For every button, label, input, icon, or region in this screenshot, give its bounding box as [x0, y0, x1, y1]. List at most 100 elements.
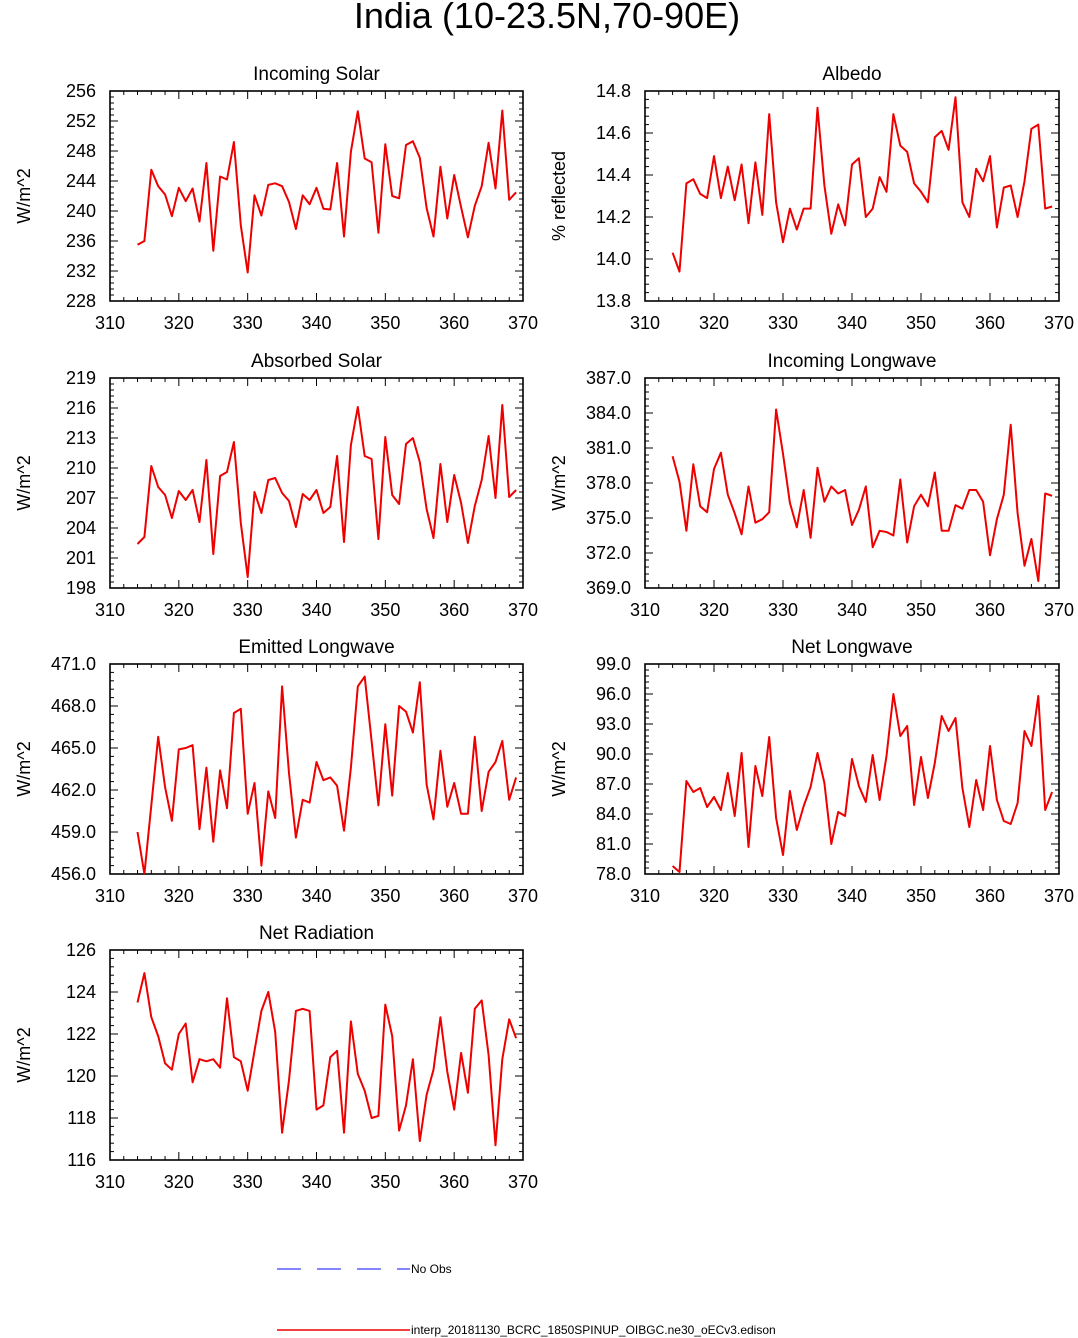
x-tick-label: 320 — [164, 1172, 194, 1192]
y-tick-label: 120 — [66, 1066, 96, 1086]
x-tick-label: 340 — [301, 886, 331, 906]
y-tick-label: 116 — [67, 1150, 96, 1170]
x-tick-label: 360 — [439, 886, 469, 906]
y-tick-label: 228 — [66, 291, 96, 311]
x-tick-label: 340 — [837, 600, 867, 620]
plot-frame — [644, 377, 1060, 589]
y-tick-label: 96.0 — [596, 684, 631, 704]
y-tick-label: 387.0 — [586, 368, 631, 388]
x-tick-label: 330 — [233, 886, 263, 906]
plot-frame — [109, 377, 524, 589]
legend-label-model: interp_20181130_BCRC_1850SPINUP_OIBGC.ne… — [411, 1323, 776, 1337]
y-tick-label: 244 — [66, 171, 96, 191]
y-tick-label: 87.0 — [596, 774, 631, 794]
legend-entry-model: interp_20181130_BCRC_1850SPINUP_OIBGC.ne… — [277, 1323, 776, 1337]
x-tick-label: 340 — [837, 313, 867, 333]
x-tick-label: 370 — [508, 1172, 538, 1192]
x-tick-label: 360 — [439, 1172, 469, 1192]
series-line — [137, 109, 517, 274]
x-tick-label: 310 — [95, 600, 125, 620]
chart-panel: Net Longwave W/m^2 310 320 330 340 350 360 370 78… — [549, 637, 1074, 906]
chart-panel: Incoming Longwave W/m^2 310 320 330 340 350 360… — [549, 351, 1074, 620]
x-tick-label: 370 — [508, 600, 538, 620]
y-tick-label: 198 — [66, 578, 96, 598]
y-axis-label: W/m^2 — [549, 455, 569, 510]
y-tick-label: 14.4 — [596, 165, 631, 185]
x-tick-label: 310 — [630, 600, 660, 620]
x-tick-label: 370 — [1044, 600, 1074, 620]
y-axis-label: W/m^2 — [549, 741, 569, 796]
y-tick-label: 124 — [66, 982, 96, 1002]
x-tick-label: 360 — [975, 313, 1005, 333]
x-tick-label: 310 — [95, 1172, 125, 1192]
x-tick-label: 330 — [233, 313, 263, 333]
y-tick-label: 252 — [66, 111, 96, 131]
x-tick-label: 320 — [699, 886, 729, 906]
x-tick-label: 350 — [906, 600, 936, 620]
y-tick-label: 122 — [66, 1024, 96, 1044]
y-tick-label: 81.0 — [596, 834, 631, 854]
x-tick-label: 370 — [508, 886, 538, 906]
chart-title: Albedo — [822, 64, 881, 85]
y-axis-label: W/m^2 — [14, 741, 34, 796]
y-tick-label: 99.0 — [596, 654, 631, 674]
y-tick-label: 471.0 — [51, 654, 96, 674]
x-tick-label: 310 — [630, 886, 660, 906]
x-tick-label: 360 — [975, 600, 1005, 620]
x-tick-label: 310 — [95, 313, 125, 333]
y-tick-label: 201 — [66, 548, 96, 568]
x-tick-label: 320 — [164, 886, 194, 906]
y-axis-label: W/m^2 — [14, 168, 34, 223]
x-tick-label: 350 — [906, 313, 936, 333]
chart-panel: Absorbed Solar W/m^2 310 320 330 340 350 360 370… — [14, 351, 538, 620]
legend: No Obs interp_20181130_BCRC_1850SPINUP_O… — [277, 1262, 776, 1337]
y-tick-label: 207 — [66, 488, 96, 508]
y-tick-label: 216 — [66, 398, 96, 418]
x-tick-label: 360 — [439, 313, 469, 333]
y-tick-label: 248 — [66, 141, 96, 161]
y-tick-label: 459.0 — [51, 822, 96, 842]
series-line — [136, 675, 518, 874]
y-tick-label: 204 — [66, 518, 96, 538]
plot-frame — [109, 663, 524, 875]
x-tick-label: 320 — [164, 313, 194, 333]
figure-title: India (10-23.5N,70-90E) — [354, 0, 740, 36]
x-tick-label: 340 — [301, 313, 331, 333]
panels: Incoming Solar W/m^2 310 320 330 340 350 360 370… — [14, 64, 1074, 1192]
y-tick-label: 219 — [66, 368, 96, 388]
legend-label-no-obs: No Obs — [411, 1262, 452, 1276]
x-tick-label: 350 — [370, 1172, 400, 1192]
x-tick-label: 320 — [699, 313, 729, 333]
y-axis-label: W/m^2 — [14, 455, 34, 510]
y-tick-label: 210 — [66, 458, 96, 478]
x-tick-label: 360 — [975, 886, 1005, 906]
y-tick-label: 13.8 — [596, 291, 631, 311]
y-tick-label: 93.0 — [596, 714, 631, 734]
x-tick-label: 320 — [164, 600, 194, 620]
x-tick-label: 340 — [301, 1172, 331, 1192]
x-tick-label: 350 — [370, 313, 400, 333]
y-tick-label: 378.0 — [586, 473, 631, 493]
chart-title: Emitted Longwave — [238, 637, 394, 658]
legend-entry-no-obs: No Obs — [277, 1262, 452, 1276]
x-tick-label: 330 — [768, 886, 798, 906]
chart-title: Absorbed Solar — [251, 351, 383, 372]
x-tick-label: 330 — [768, 600, 798, 620]
y-tick-label: 384.0 — [586, 403, 631, 423]
series-line — [671, 408, 1053, 582]
y-tick-label: 14.6 — [596, 123, 631, 143]
y-tick-label: 78.0 — [596, 864, 631, 884]
chart-title: Net Radiation — [259, 923, 374, 944]
y-tick-label: 14.0 — [596, 249, 631, 269]
x-tick-label: 330 — [768, 313, 798, 333]
chart-panel: Incoming Solar W/m^2 310 320 330 340 350 360 370… — [14, 64, 538, 333]
series-line — [136, 972, 518, 1147]
x-tick-label: 340 — [837, 886, 867, 906]
x-tick-label: 370 — [1044, 313, 1074, 333]
x-tick-label: 310 — [630, 313, 660, 333]
x-tick-label: 350 — [906, 886, 936, 906]
y-tick-label: 14.2 — [596, 207, 631, 227]
x-tick-label: 340 — [301, 600, 331, 620]
y-tick-label: 375.0 — [586, 508, 631, 528]
y-tick-label: 118 — [67, 1108, 96, 1128]
